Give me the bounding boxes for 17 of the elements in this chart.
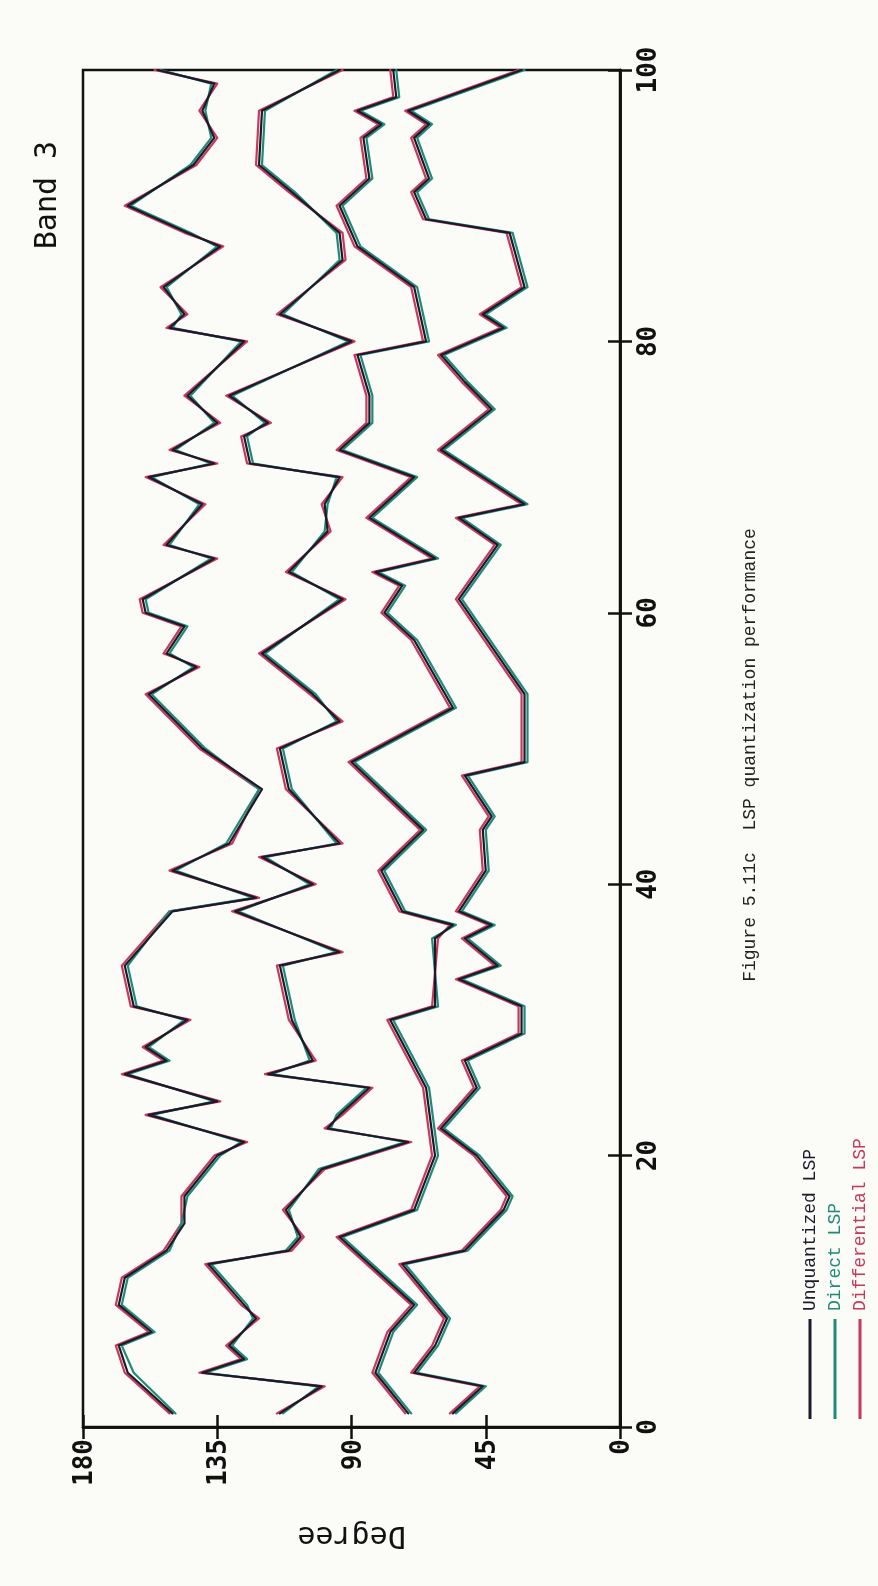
y-tick-label: 100 — [632, 46, 662, 94]
x-tick-label: 180 — [68, 1439, 98, 1486]
caption: Figure 5.11c LSP quantization performance — [740, 528, 760, 982]
y-tick-label: 40 — [632, 868, 662, 900]
x-tick-label: 90 — [336, 1439, 367, 1471]
y-tick-label: 0 — [632, 1419, 662, 1435]
x-tick-label: 135 — [202, 1439, 233, 1486]
y-tick-label: 80 — [632, 325, 662, 358]
x-axis-title: Degree — [297, 1519, 406, 1555]
text: Unquantized LSP — [800, 1148, 820, 1311]
x-tick-label: 0 — [605, 1439, 635, 1455]
x-tick-label: 45 — [470, 1439, 501, 1471]
text: Band 3 — [27, 140, 63, 250]
y-tick-label: 60 — [632, 597, 662, 629]
y-tick-label: 20 — [632, 1139, 662, 1172]
text: Direct LSP — [825, 1202, 845, 1311]
text: Differential LSP — [850, 1138, 870, 1311]
